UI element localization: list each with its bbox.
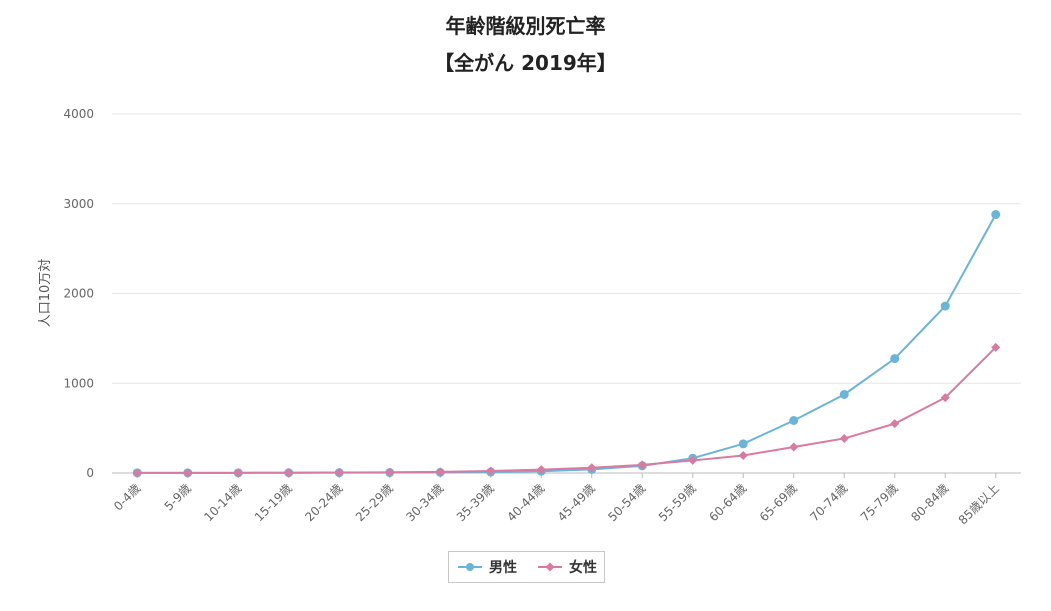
data-point[interactable] bbox=[890, 354, 900, 364]
y-tick-label: 4000 bbox=[63, 107, 94, 121]
x-tick-label: 30-34歳 bbox=[403, 481, 446, 524]
x-tick-label: 65-69歳 bbox=[757, 481, 800, 524]
x-tick-label: 20-24歳 bbox=[302, 481, 345, 524]
data-point[interactable] bbox=[132, 468, 142, 478]
grid-lines bbox=[112, 113, 1021, 474]
legend-item-female[interactable]: 女性 bbox=[537, 552, 597, 582]
x-tick-label: 50-54歳 bbox=[605, 481, 648, 524]
x-tick-label: 85歳以上 bbox=[956, 481, 1002, 527]
data-point[interactable] bbox=[688, 455, 698, 465]
data-point[interactable] bbox=[587, 463, 597, 473]
legend-label-male: 男性 bbox=[489, 560, 517, 576]
x-tick-label: 25-29歳 bbox=[353, 481, 396, 524]
data-point[interactable] bbox=[991, 342, 1001, 352]
legend-item-male[interactable]: 男性 bbox=[457, 552, 517, 582]
legend: 男性 女性 bbox=[448, 551, 605, 583]
chart-subtitle: 【全がん 2019年】 bbox=[434, 51, 617, 75]
series-female bbox=[132, 342, 1001, 478]
y-tick-label: 1000 bbox=[63, 376, 94, 390]
x-tick-label: 10-14歳 bbox=[201, 481, 244, 524]
x-tick-label: 35-39歳 bbox=[454, 481, 497, 524]
data-point[interactable] bbox=[183, 468, 193, 478]
x-tick-label: 75-79歳 bbox=[858, 481, 901, 524]
legend-female-marker-icon bbox=[538, 562, 562, 572]
data-point[interactable] bbox=[637, 460, 647, 470]
data-point[interactable] bbox=[435, 467, 445, 477]
data-point[interactable] bbox=[789, 415, 799, 425]
x-axis-ticks: 0-4歳 5-9歳 10-14歳 15-19歳 20-24歳 25-29歳 30-34歳 35… bbox=[111, 473, 1002, 527]
y-tick-label: 0 bbox=[86, 466, 94, 480]
chart-title: 年齢階級別死亡率 bbox=[445, 14, 606, 38]
x-tick-label: 45-49歳 bbox=[555, 481, 598, 524]
series-group bbox=[132, 210, 1001, 478]
y-axis-ticks: 0 1000 2000 3000 4000 bbox=[63, 107, 94, 480]
data-point[interactable] bbox=[940, 393, 950, 403]
data-point[interactable] bbox=[940, 301, 950, 311]
data-point[interactable] bbox=[334, 468, 344, 478]
x-tick-label: 0-4歳 bbox=[111, 481, 143, 513]
y-axis-label: 人口10万対 bbox=[38, 259, 53, 328]
data-point[interactable] bbox=[789, 442, 799, 452]
y-tick-label: 2000 bbox=[63, 287, 94, 301]
data-point[interactable] bbox=[385, 467, 395, 477]
data-point[interactable] bbox=[839, 433, 849, 443]
data-point[interactable] bbox=[890, 419, 900, 429]
x-tick-label: 70-74歳 bbox=[807, 481, 850, 524]
x-tick-label: 15-19歳 bbox=[252, 481, 295, 524]
x-tick-label: 5-9歳 bbox=[162, 481, 194, 513]
legend-male-marker-icon bbox=[458, 563, 482, 571]
data-point[interactable] bbox=[233, 468, 243, 478]
x-tick-label: 55-59歳 bbox=[656, 481, 699, 524]
x-tick-label: 40-44歳 bbox=[504, 481, 547, 524]
data-point[interactable] bbox=[839, 389, 849, 399]
x-tick-label: 80-84歳 bbox=[908, 481, 951, 524]
y-tick-label: 3000 bbox=[63, 197, 94, 211]
legend-label-female: 女性 bbox=[569, 560, 597, 576]
series-line bbox=[137, 346, 997, 474]
x-tick-label: 60-64歳 bbox=[706, 481, 749, 524]
data-point[interactable] bbox=[991, 210, 1001, 220]
data-point[interactable] bbox=[738, 439, 748, 449]
series-line bbox=[137, 214, 997, 474]
series-male bbox=[132, 210, 1001, 478]
data-point[interactable] bbox=[486, 466, 496, 476]
data-point[interactable] bbox=[536, 465, 546, 475]
data-point[interactable] bbox=[738, 450, 748, 460]
data-point[interactable] bbox=[284, 468, 294, 478]
